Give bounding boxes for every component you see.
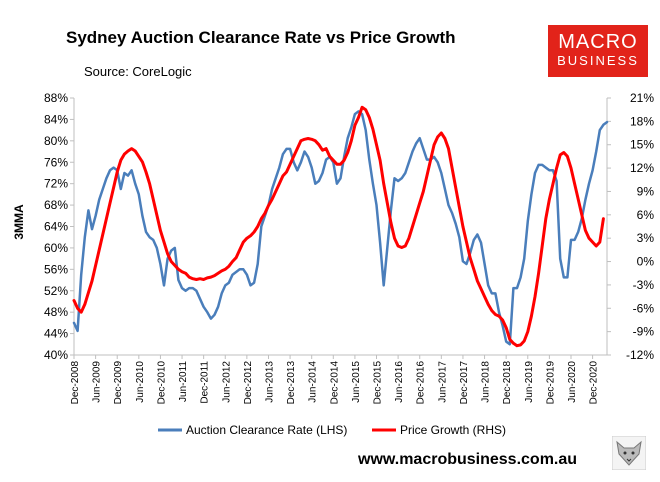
x-tick-label: Jun-2015	[351, 361, 362, 403]
y-left-tick-label: 56%	[44, 262, 68, 276]
x-tick-label: Jun-2020	[567, 361, 578, 403]
x-tick-label: Dec-2019	[545, 361, 556, 405]
x-tick-label: Dec-2014	[329, 361, 340, 405]
macro-business-logo: MACRO BUSINESS	[548, 25, 648, 77]
y-right-tick-label: 18%	[630, 114, 654, 128]
y-left-tick-label: 80%	[44, 134, 68, 148]
y-left-tick-label: 84%	[44, 112, 68, 126]
fox-icon	[612, 436, 646, 470]
series-line-clearance-rate	[72, 110, 609, 346]
y-right-tick-label: -6%	[633, 301, 655, 315]
series-line-price-growth	[72, 105, 605, 348]
y-right-tick-label: 0%	[637, 255, 655, 269]
x-tick-label: Jun-2012	[221, 361, 232, 403]
x-tick-label: Dec-2010	[156, 361, 167, 405]
x-tick-label: Jun-2019	[524, 361, 535, 403]
y-right-tick-label: -3%	[633, 278, 655, 292]
y-right-tick-label: 6%	[637, 208, 655, 222]
y-right-tick-label: 12%	[630, 161, 654, 175]
x-tick-label: Dec-2015	[373, 361, 384, 405]
x-tick-label: Jun-2010	[135, 361, 146, 403]
logo-line-1: MACRO	[558, 31, 638, 53]
x-tick-label: Jun-2011	[178, 361, 189, 402]
y-axis-right: -12% -9% -6% -3% 0% 3% 6% 9% 12% 15% 18% 21%	[607, 91, 654, 362]
y-left-tick-label: 68%	[44, 198, 68, 212]
y-axis-label: 3MMA	[12, 204, 26, 240]
x-axis: Dec-2008 Jun-2009 Dec-2009 Jun-2010 Dec-2010…	[70, 355, 600, 404]
x-tick-label: Dec-2011	[200, 361, 211, 404]
y-left-tick-label: 60%	[44, 241, 68, 255]
website-url: www.macrobusiness.com.au	[358, 451, 578, 468]
y-right-tick-label: -12%	[626, 348, 654, 362]
y-right-tick-label: 9%	[637, 184, 655, 198]
x-tick-label: Dec-2016	[416, 361, 427, 405]
source-note: Source: CoreLogic	[84, 64, 192, 79]
series-group	[72, 105, 609, 348]
y-left-tick-label: 64%	[44, 220, 68, 234]
x-tick-label: Dec-2012	[243, 361, 254, 405]
y-left-tick-label: 48%	[44, 305, 68, 319]
x-tick-label: Jun-2013	[264, 361, 275, 403]
x-tick-label: Jun-2014	[308, 361, 319, 403]
legend-label-price: Price Growth (RHS)	[400, 423, 506, 437]
x-tick-label: Dec-2009	[113, 361, 124, 405]
y-axis-left: 40% 44% 48% 52% 56% 60% 64% 68% 72% 76% 80% 84% 88%	[44, 91, 74, 362]
x-tick-label: Jun-2017	[437, 361, 448, 403]
x-tick-label: Jun-2009	[92, 361, 103, 403]
x-tick-label: Dec-2017	[459, 361, 470, 405]
x-tick-label: Dec-2008	[70, 361, 81, 405]
y-right-tick-label: 21%	[630, 91, 654, 105]
x-tick-label: Jun-2018	[481, 361, 492, 403]
chart-title: Sydney Auction Clearance Rate vs Price G…	[66, 28, 456, 47]
legend: Auction Clearance Rate (LHS) Price Growt…	[158, 423, 506, 437]
y-left-tick-label: 52%	[44, 284, 68, 298]
y-left-tick-label: 88%	[44, 91, 68, 105]
x-tick-label: Dec-2018	[502, 361, 513, 405]
y-left-tick-label: 44%	[44, 327, 68, 341]
y-right-tick-label: 3%	[637, 231, 655, 245]
y-left-tick-label: 72%	[44, 177, 68, 191]
logo-line-2: BUSINESS	[557, 53, 639, 68]
x-tick-label: Jun-2016	[394, 361, 405, 403]
y-right-tick-label: -9%	[633, 325, 655, 339]
y-left-tick-label: 40%	[44, 348, 68, 362]
x-tick-label: Dec-2013	[286, 361, 297, 405]
y-right-tick-label: 15%	[630, 138, 654, 152]
legend-label-clearance: Auction Clearance Rate (LHS)	[186, 423, 347, 437]
x-tick-label: Dec-2020	[589, 361, 600, 405]
y-left-tick-label: 76%	[44, 155, 68, 169]
